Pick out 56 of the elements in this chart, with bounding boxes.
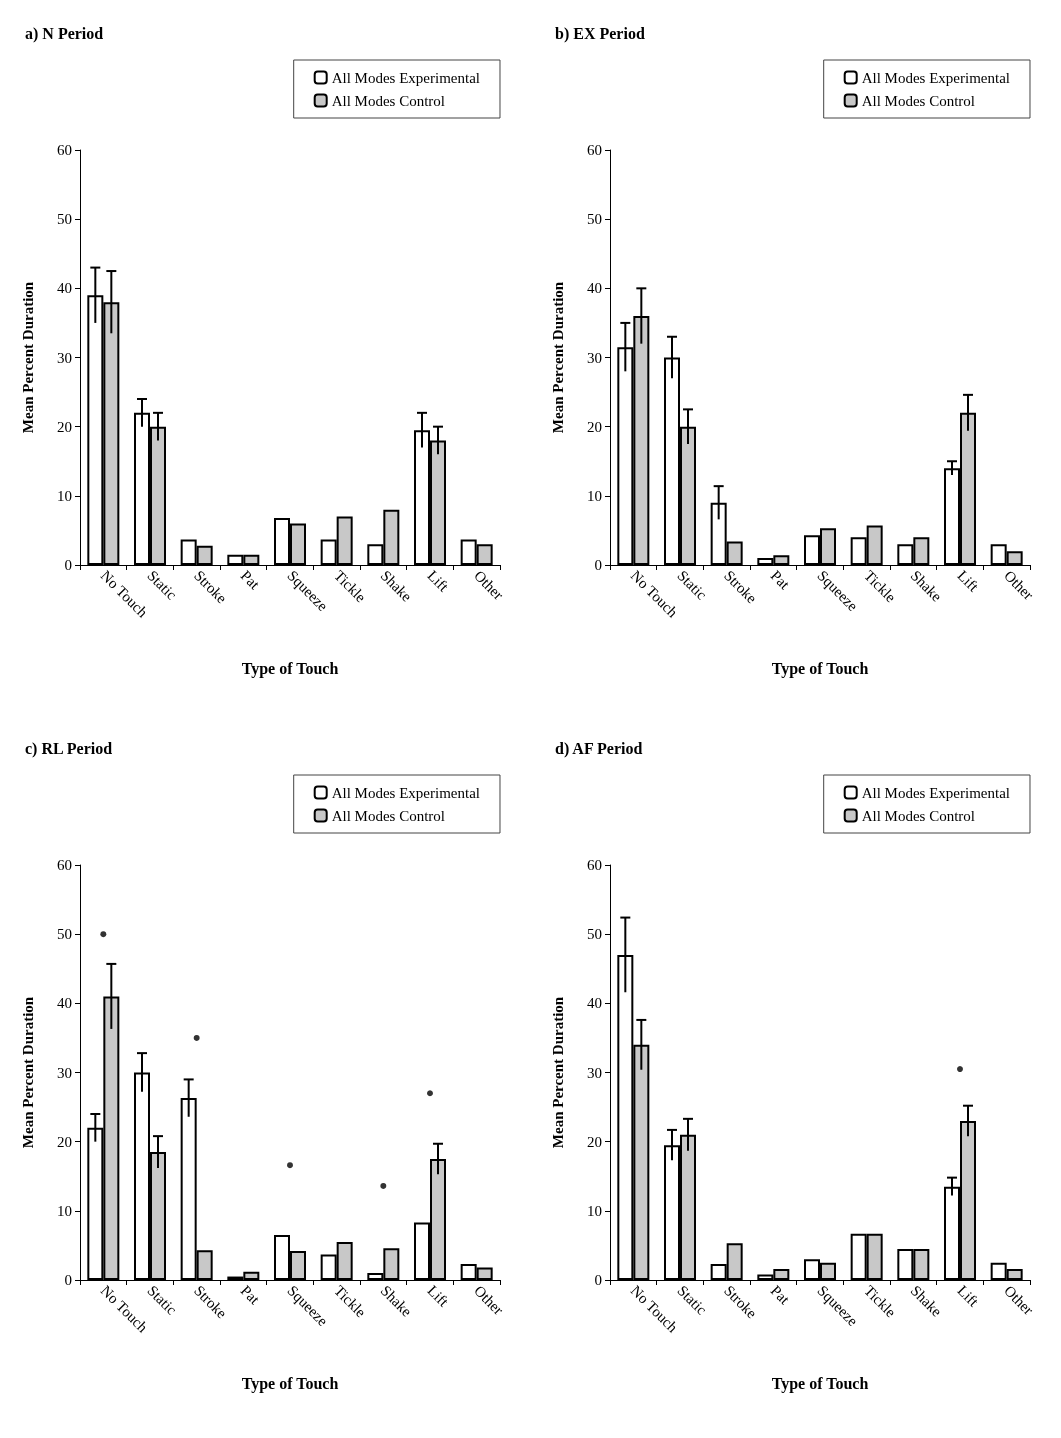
y-axis-title: Mean Percent Duration xyxy=(19,281,36,434)
y-tick-label: 60 xyxy=(57,142,72,158)
y-tick-label: 20 xyxy=(587,1133,602,1150)
legend-label: All Modes Experimental xyxy=(861,69,1011,86)
chart-title: b) EX Period xyxy=(555,24,645,43)
x-axis-title: Type of Touch xyxy=(771,659,869,678)
y-tick-label: 0 xyxy=(64,557,72,573)
legend-label: All Modes Control xyxy=(861,807,976,824)
x-axis-title: Type of Touch xyxy=(241,1374,339,1393)
x-tick-label: Lift xyxy=(954,1282,983,1311)
y-tick-label: 10 xyxy=(57,487,72,504)
chart-title: c) RL Period xyxy=(25,739,113,758)
y-tick-label: 20 xyxy=(57,418,72,435)
chart-title: a) N Period xyxy=(25,24,104,43)
y-tick-label: 30 xyxy=(587,1064,602,1081)
y-tick-label: 50 xyxy=(587,211,602,228)
y-tick-label: 0 xyxy=(64,1272,72,1288)
legend-label: All Modes Control xyxy=(331,807,446,824)
y-tick-label: 20 xyxy=(57,1133,72,1150)
legend-label: All Modes Experimental xyxy=(331,784,481,801)
y-axis-title: Mean Percent Duration xyxy=(549,996,566,1149)
y-tick-label: 60 xyxy=(57,857,72,873)
x-tick-label: Pat xyxy=(767,1282,794,1308)
x-tick-label: Lift xyxy=(424,1282,453,1311)
y-tick-label: 50 xyxy=(57,211,72,228)
legend-label: All Modes Control xyxy=(331,92,446,109)
y-tick-label: 10 xyxy=(57,1202,72,1219)
y-tick-label: 10 xyxy=(587,1202,602,1219)
x-tick-label: Pat xyxy=(237,1282,264,1308)
y-tick-label: 0 xyxy=(594,557,602,573)
y-tick-label: 20 xyxy=(587,418,602,435)
y-tick-label: 60 xyxy=(587,857,602,873)
y-tick-label: 40 xyxy=(57,280,72,297)
x-tick-label: Lift xyxy=(424,567,453,596)
y-axis-title: Mean Percent Duration xyxy=(19,996,36,1149)
y-tick-label: 40 xyxy=(587,280,602,297)
y-tick-label: 30 xyxy=(57,1064,72,1081)
legend-label: All Modes Control xyxy=(861,92,976,109)
y-tick-label: 0 xyxy=(594,1272,602,1288)
x-axis-title: Type of Touch xyxy=(771,1374,869,1393)
x-tick-label: Lift xyxy=(954,567,983,596)
legend-label: All Modes Experimental xyxy=(331,69,481,86)
y-tick-label: 30 xyxy=(57,349,72,366)
chart-title: d) AF Period xyxy=(555,739,643,758)
x-tick-label: Pat xyxy=(237,567,264,593)
y-tick-label: 30 xyxy=(587,349,602,366)
y-axis-title: Mean Percent Duration xyxy=(549,281,566,434)
x-axis-title: Type of Touch xyxy=(241,659,339,678)
y-tick-label: 60 xyxy=(587,142,602,158)
y-tick-label: 10 xyxy=(587,487,602,504)
x-tick-label: Pat xyxy=(767,567,794,593)
y-tick-label: 40 xyxy=(57,995,72,1012)
y-tick-label: 50 xyxy=(587,926,602,943)
legend-label: All Modes Experimental xyxy=(861,784,1011,801)
y-tick-label: 50 xyxy=(57,926,72,943)
y-tick-label: 40 xyxy=(587,995,602,1012)
